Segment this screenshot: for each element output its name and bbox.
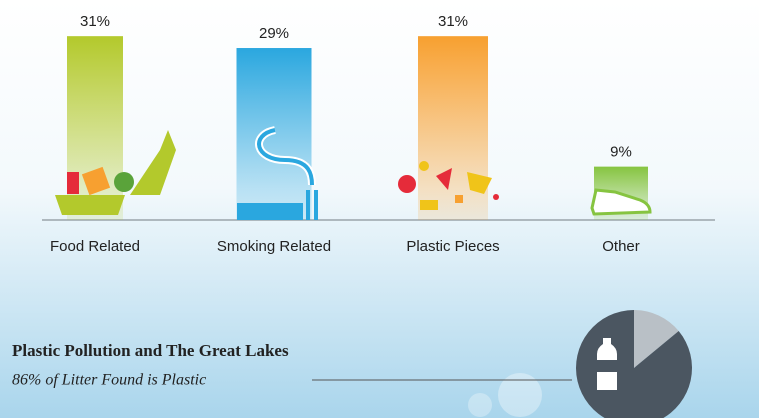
value-label: 31% (438, 13, 468, 30)
smoking-icon (237, 203, 303, 220)
bar (418, 36, 488, 220)
category-label: Other (602, 238, 640, 255)
bottle-label (597, 360, 617, 372)
plastic-icon (493, 194, 499, 200)
plastic-icon (420, 200, 438, 210)
plastic-icon (398, 175, 416, 193)
category-label: Plastic Pieces (406, 238, 499, 255)
smoking-icon (314, 190, 318, 220)
infographic: Plastic Pollution and The Great Lakes 86… (0, 0, 759, 418)
value-label: 31% (80, 13, 110, 30)
category-label: Smoking Related (217, 238, 331, 255)
food-icon (67, 172, 79, 194)
bubble (468, 393, 492, 417)
subtitle: 86% of Litter Found is Plastic (12, 372, 206, 389)
category-label: Food Related (50, 238, 140, 255)
value-label: 9% (610, 144, 632, 161)
value-label: 29% (259, 25, 289, 42)
plastic-icon (419, 161, 429, 171)
smoking-icon (306, 190, 310, 220)
title: Plastic Pollution and The Great Lakes (12, 341, 289, 360)
food-icon (55, 195, 125, 215)
food-icon (114, 172, 134, 192)
plastic-icon (455, 195, 463, 203)
